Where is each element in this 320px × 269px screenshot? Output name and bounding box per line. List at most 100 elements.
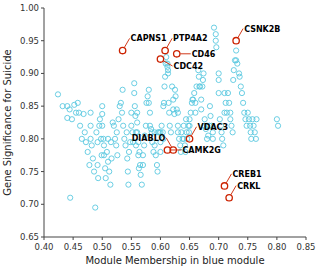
point (120, 87, 125, 92)
point (231, 68, 236, 73)
annotation-labels: PTP4A2CDC42CD46CAPNS1CSNK2BVDAC3DIABLOCA… (131, 25, 281, 191)
annotation-label: PTP4A2 (173, 34, 208, 43)
point (116, 117, 121, 122)
point (88, 136, 93, 141)
point (210, 136, 215, 141)
annotation-leader (191, 127, 196, 136)
point (140, 153, 145, 158)
annotation-leader (226, 174, 231, 183)
point (69, 117, 74, 122)
point (132, 81, 137, 86)
annotation-label: CREB1 (232, 170, 262, 179)
point (67, 107, 72, 112)
point (241, 100, 246, 105)
point (228, 117, 233, 122)
point (237, 74, 242, 79)
point (211, 25, 216, 30)
annotation-leader (171, 149, 181, 150)
y-tick (41, 73, 44, 74)
point (121, 123, 126, 128)
point (88, 123, 93, 128)
point (154, 162, 159, 167)
y-tick-label: 0.90 (20, 68, 39, 78)
point (146, 100, 151, 105)
point (187, 117, 192, 122)
x-axis-line (44, 237, 306, 238)
point (145, 94, 150, 99)
point (129, 123, 134, 128)
x-tick (102, 237, 103, 240)
y-tick-label: 0.65 (20, 232, 39, 242)
point (192, 90, 197, 95)
point (164, 54, 169, 59)
y-tick-label: 0.95 (20, 36, 39, 46)
point (147, 110, 152, 115)
annotation-leader (164, 61, 173, 66)
annotation-leader (167, 38, 172, 47)
point (75, 100, 80, 105)
x-tick-label: 0.40 (35, 242, 54, 252)
point (201, 71, 206, 76)
point (221, 183, 227, 189)
x-tick-label: 0.55 (122, 242, 141, 252)
point (200, 77, 205, 82)
point (206, 133, 211, 138)
point (89, 143, 94, 148)
y-tick (41, 237, 44, 238)
point (111, 123, 116, 128)
point (142, 143, 147, 148)
point (168, 130, 173, 135)
point (68, 195, 73, 200)
x-tick-label: 0.50 (93, 242, 112, 252)
annotation-leader (231, 186, 236, 195)
point (179, 130, 184, 135)
point (146, 87, 151, 92)
x-tick (218, 237, 219, 240)
point (226, 195, 232, 201)
chart: 0.400.450.500.550.600.650.700.750.800.85… (0, 0, 320, 269)
point (229, 123, 234, 128)
point (234, 58, 239, 63)
point (85, 149, 90, 154)
point (186, 130, 191, 135)
point (187, 123, 192, 128)
annotation-leader (238, 29, 243, 38)
point (147, 123, 152, 128)
point (90, 156, 95, 161)
point (109, 156, 114, 161)
point (253, 136, 258, 141)
y-axis-label: Gene Significance for Suicide (2, 49, 13, 195)
point (123, 143, 128, 148)
point (190, 97, 195, 102)
point (251, 123, 256, 128)
point (104, 149, 109, 154)
y-tick-label: 0.85 (20, 101, 39, 111)
x-tick-label: 0.60 (151, 242, 170, 252)
point (100, 123, 105, 128)
point (239, 90, 244, 95)
point (200, 84, 205, 89)
point (103, 176, 108, 181)
annotation-leaders (124, 29, 243, 195)
annotation-leader (166, 138, 171, 147)
point (112, 136, 117, 141)
point (125, 156, 130, 161)
point (164, 147, 170, 153)
point (157, 56, 163, 62)
annotation-leader (180, 53, 190, 54)
point (97, 117, 102, 122)
point (135, 110, 140, 115)
point (94, 130, 99, 135)
point (252, 130, 257, 135)
point (119, 47, 125, 53)
point (175, 123, 180, 128)
point (163, 74, 168, 79)
series (55, 25, 280, 210)
point (235, 61, 240, 66)
point (119, 110, 124, 115)
point (213, 32, 218, 37)
point (100, 111, 105, 116)
point (254, 117, 259, 122)
point (175, 110, 180, 115)
annotation-label: CAPNS1 (131, 34, 167, 43)
